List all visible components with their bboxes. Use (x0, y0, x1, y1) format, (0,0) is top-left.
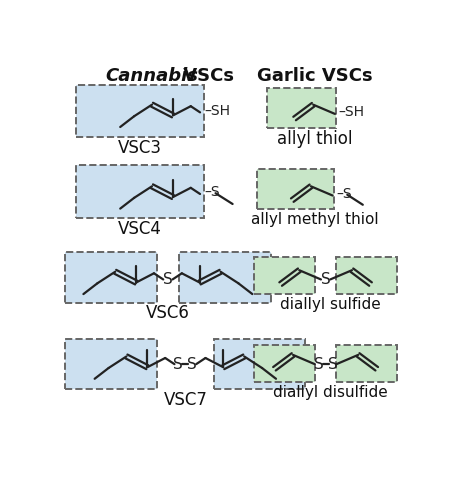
Text: S: S (163, 272, 173, 287)
Bar (65, 338, 157, 389)
Text: –S: –S (204, 186, 219, 200)
Bar (337, 345, 397, 382)
Text: allyl thiol: allyl thiol (277, 130, 353, 148)
Text: VSC3: VSC3 (118, 139, 162, 157)
Bar (179, 252, 270, 302)
Text: Garlic VSCs: Garlic VSCs (257, 67, 372, 85)
Text: S: S (174, 356, 183, 372)
Text: allyl methyl thiol: allyl methyl thiol (251, 212, 379, 227)
Text: VSC4: VSC4 (118, 220, 162, 238)
Text: diallyl sulfide: diallyl sulfide (280, 298, 380, 312)
Bar (65, 252, 157, 302)
Bar (337, 257, 397, 294)
Text: VSCs: VSCs (177, 67, 234, 85)
Bar (254, 257, 315, 294)
Text: Cannabis: Cannabis (106, 67, 199, 85)
Bar (76, 84, 204, 137)
Bar (254, 345, 315, 382)
Text: S: S (321, 272, 330, 287)
Bar (76, 166, 204, 218)
Text: S: S (314, 356, 323, 372)
Bar (257, 168, 334, 208)
Bar (267, 88, 337, 128)
Text: diallyl disulfide: diallyl disulfide (273, 385, 388, 400)
Text: S: S (328, 356, 337, 372)
Text: –SH: –SH (204, 104, 230, 118)
Bar (214, 338, 305, 389)
Text: VSC7: VSC7 (163, 390, 207, 408)
Text: S: S (187, 356, 197, 372)
Text: VSC6: VSC6 (145, 304, 189, 322)
Text: –SH: –SH (339, 106, 365, 120)
Text: –S: –S (337, 187, 352, 201)
